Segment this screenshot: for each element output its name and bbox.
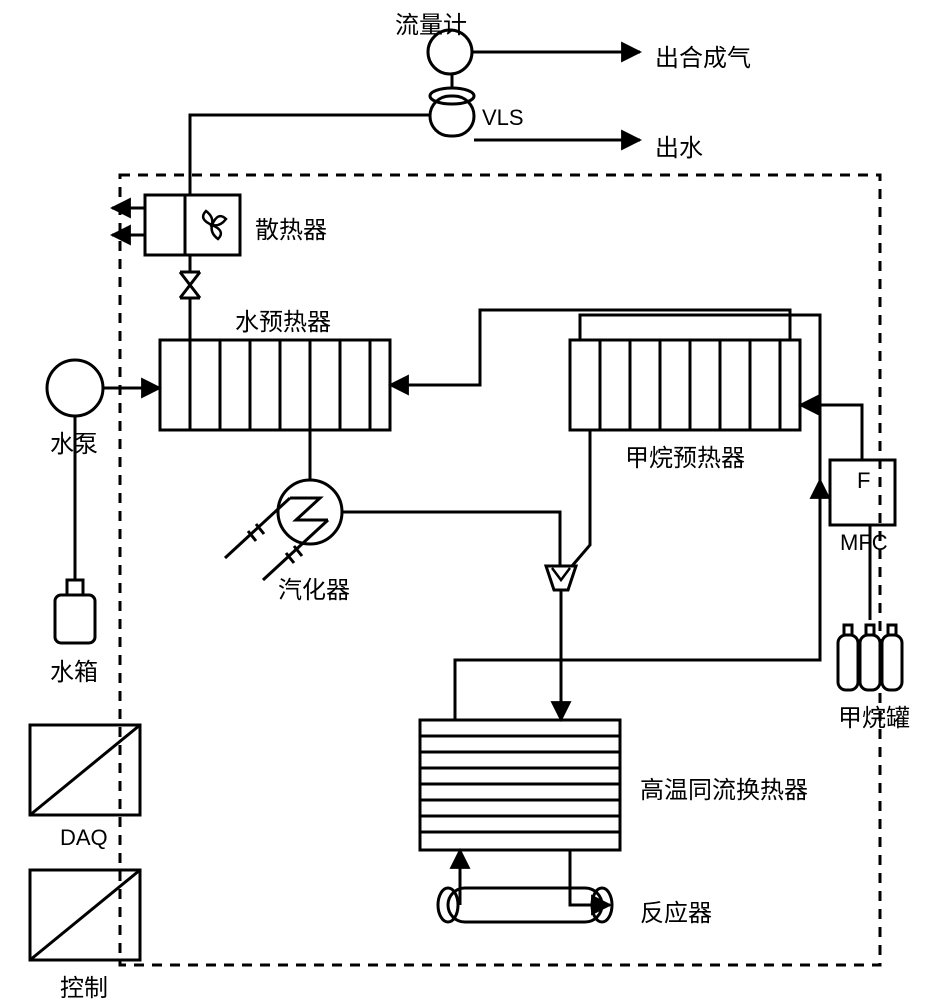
label-vls: VLS	[482, 105, 524, 131]
label-water-out: 出水	[655, 128, 703, 163]
label-radiator: 散热器	[255, 210, 327, 245]
label-ht-hx: 高温同流换热器	[640, 770, 808, 805]
label-water-preheat: 水预热器	[235, 302, 331, 337]
vls-vessel-icon	[430, 88, 474, 136]
water-pump-icon	[47, 360, 103, 416]
daq-icon	[30, 725, 140, 815]
label-water-pump: 水泵	[50, 424, 98, 459]
label-methane-pre: 甲烷预热器	[625, 438, 745, 473]
system-boundary	[120, 175, 880, 965]
label-daq: DAQ	[60, 825, 108, 851]
edge-mpre-to-wpre	[390, 310, 790, 385]
mixer-icon	[546, 566, 576, 608]
ht-hx-icon	[420, 720, 620, 850]
label-methane-tank: 甲烷罐	[838, 698, 910, 733]
label-reactor: 反应器	[640, 893, 712, 928]
water-tank-icon	[55, 580, 95, 643]
label-mfc-f: F	[857, 468, 870, 494]
label-control: 控制	[60, 968, 108, 1003]
label-water-tank: 水箱	[50, 652, 98, 687]
vaporizer-icon	[278, 480, 342, 544]
water-preheater-icon	[160, 340, 390, 430]
diagram-svg	[0, 0, 944, 1000]
edge-radiator-vls	[190, 115, 430, 195]
vaporizer-leads	[225, 498, 328, 580]
methane-tanks-icon	[838, 625, 902, 690]
edge-hx-reactor	[570, 850, 610, 905]
label-vaporizer: 汽化器	[278, 570, 350, 605]
label-flowmeter: 流量计	[395, 5, 467, 40]
edge-mpre-mixer	[572, 430, 590, 566]
valve-icon	[180, 255, 200, 340]
label-mfc: MFC	[840, 530, 888, 556]
edge-vap-mixer	[342, 512, 560, 566]
label-syngas-out: 出合成气	[655, 38, 751, 73]
radiator-icon	[145, 195, 240, 255]
methane-preheater-icon	[570, 340, 800, 430]
control-icon	[30, 870, 140, 960]
diagram-root: 流量计 出合成气 VLS 出水 散热器 水预热器 水泵 甲烷预热器 F MFC …	[0, 0, 944, 1000]
edge-mfc-mpre	[800, 405, 862, 460]
edge-hx-to-mpre	[455, 315, 820, 720]
